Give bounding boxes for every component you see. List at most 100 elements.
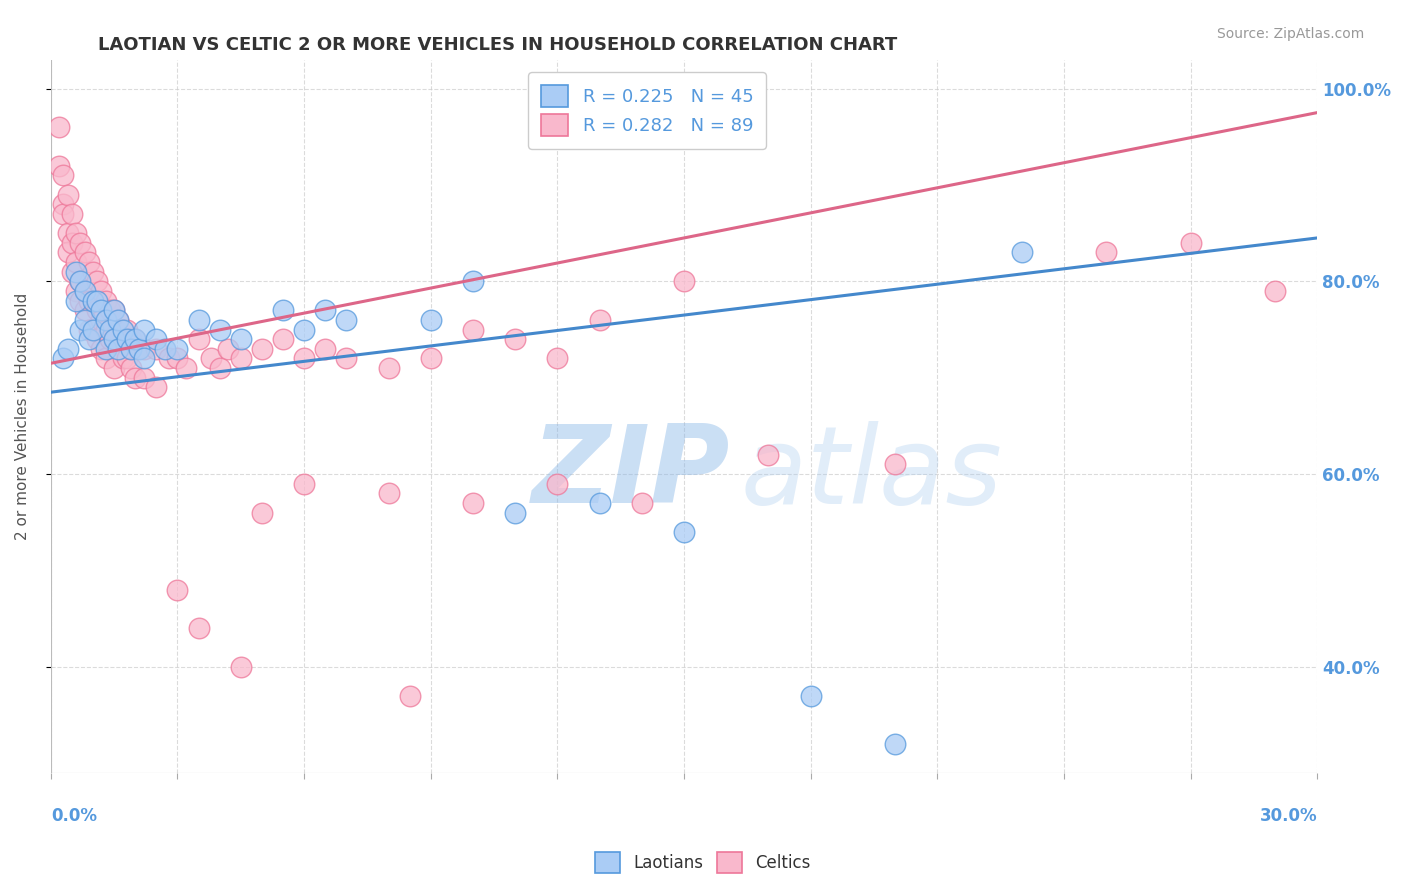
Point — [250, 342, 273, 356]
Point — [86, 293, 108, 308]
Point — [103, 332, 125, 346]
Point — [588, 313, 610, 327]
Point — [132, 370, 155, 384]
Point — [56, 187, 79, 202]
Point — [120, 361, 142, 376]
Point — [52, 351, 75, 366]
Point — [73, 303, 96, 318]
Point — [503, 506, 526, 520]
Point — [461, 322, 484, 336]
Point — [120, 332, 142, 346]
Point — [52, 197, 75, 211]
Point — [77, 332, 100, 346]
Point — [82, 293, 104, 308]
Point — [377, 486, 399, 500]
Point — [166, 342, 188, 356]
Point — [132, 342, 155, 356]
Point — [120, 342, 142, 356]
Point — [166, 582, 188, 597]
Legend: R = 0.225   N = 45, R = 0.282   N = 89: R = 0.225 N = 45, R = 0.282 N = 89 — [529, 72, 766, 149]
Point — [82, 293, 104, 308]
Point — [187, 621, 209, 635]
Point — [217, 342, 239, 356]
Point — [82, 322, 104, 336]
Point — [157, 351, 180, 366]
Point — [145, 380, 167, 394]
Point — [103, 303, 125, 318]
Point — [69, 293, 91, 308]
Point — [132, 351, 155, 366]
Point — [103, 332, 125, 346]
Point — [1095, 245, 1118, 260]
Point — [82, 322, 104, 336]
Point — [73, 245, 96, 260]
Point — [111, 351, 134, 366]
Point — [65, 226, 87, 240]
Text: atlas: atlas — [741, 421, 1002, 526]
Point — [292, 476, 315, 491]
Point — [208, 361, 231, 376]
Point — [335, 351, 357, 366]
Point — [90, 303, 112, 318]
Point — [145, 342, 167, 356]
Point — [128, 342, 150, 356]
Point — [94, 313, 117, 327]
Point — [103, 361, 125, 376]
Legend: Laotians, Celtics: Laotians, Celtics — [589, 846, 817, 880]
Text: 30.0%: 30.0% — [1260, 806, 1317, 825]
Point — [98, 332, 121, 346]
Point — [52, 207, 75, 221]
Point — [546, 476, 568, 491]
Point — [115, 351, 138, 366]
Point — [65, 255, 87, 269]
Point — [90, 313, 112, 327]
Point — [229, 332, 252, 346]
Point — [94, 322, 117, 336]
Point — [314, 342, 336, 356]
Point — [60, 235, 83, 250]
Point — [107, 342, 129, 356]
Point — [86, 303, 108, 318]
Point — [82, 265, 104, 279]
Point — [69, 235, 91, 250]
Point — [107, 313, 129, 327]
Text: ZIP: ZIP — [531, 420, 730, 526]
Point — [377, 361, 399, 376]
Point — [145, 332, 167, 346]
Point — [73, 284, 96, 298]
Point — [60, 265, 83, 279]
Point — [672, 274, 695, 288]
Text: LAOTIAN VS CELTIC 2 OR MORE VEHICLES IN HOUSEHOLD CORRELATION CHART: LAOTIAN VS CELTIC 2 OR MORE VEHICLES IN … — [98, 36, 897, 54]
Text: 0.0%: 0.0% — [51, 806, 97, 825]
Point — [1264, 284, 1286, 298]
Point — [69, 322, 91, 336]
Point — [187, 313, 209, 327]
Point — [314, 303, 336, 318]
Point — [94, 293, 117, 308]
Point — [90, 342, 112, 356]
Point — [503, 332, 526, 346]
Point — [98, 303, 121, 318]
Point — [90, 284, 112, 298]
Point — [271, 303, 294, 318]
Point — [884, 737, 907, 751]
Point — [229, 660, 252, 674]
Y-axis label: 2 or more Vehicles in Household: 2 or more Vehicles in Household — [15, 293, 30, 540]
Point — [588, 496, 610, 510]
Point — [73, 313, 96, 327]
Point — [103, 303, 125, 318]
Point — [98, 322, 121, 336]
Point — [94, 342, 117, 356]
Point — [166, 351, 188, 366]
Point — [461, 496, 484, 510]
Point — [115, 332, 138, 346]
Point — [86, 332, 108, 346]
Point — [292, 351, 315, 366]
Point — [77, 293, 100, 308]
Point — [800, 689, 823, 703]
Point — [107, 342, 129, 356]
Point — [65, 265, 87, 279]
Point — [48, 159, 70, 173]
Point — [208, 322, 231, 336]
Point — [124, 332, 146, 346]
